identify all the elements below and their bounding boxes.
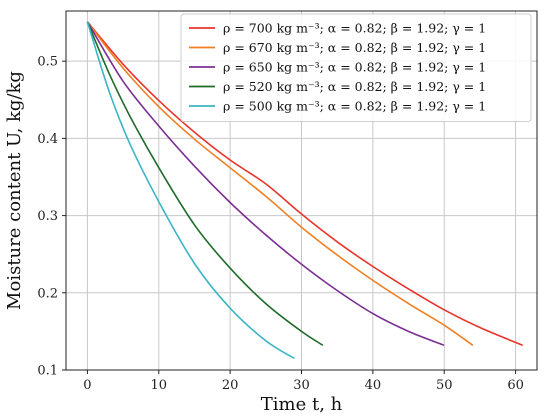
legend-label-2: ρ = 670 kg m⁻³; α = 0.82; β = 1.92; γ = … [223, 40, 486, 55]
legend-label-4: ρ = 520 kg m⁻³; α = 0.82; β = 1.92; γ = … [223, 79, 486, 94]
plot-frame [65, 10, 538, 371]
y-tick-label: 0.5 [37, 55, 58, 70]
tick-labels: 0 10 20 30 40 50 60 0.1 0.2 0.3 0.4 0.5 [37, 55, 524, 393]
legend-label-3: ρ = 650 kg m⁻³; α = 0.82; β = 1.92; γ = … [223, 60, 486, 75]
y-tick-label: 0.2 [37, 286, 58, 301]
series-layer [86, 21, 524, 360]
x-tick-label: 60 [507, 378, 524, 393]
x-tick-label: 0 [83, 378, 91, 393]
legend: ρ = 700 kg m⁻³; α = 0.82; β = 1.92; γ = … [180, 13, 532, 122]
x-tick-label: 40 [365, 378, 382, 393]
legend-label-1: ρ = 700 kg m⁻³; α = 0.82; β = 1.92; γ = … [223, 21, 486, 36]
series-line-5 [86, 21, 295, 360]
x-tick-label: 20 [222, 378, 239, 393]
legend-label-5: ρ = 500 kg m⁻³; α = 0.82; β = 1.92; γ = … [223, 99, 486, 114]
y-tick-label: 0.3 [37, 209, 58, 224]
series-line-1 [86, 21, 524, 347]
y-tick-label: 0.1 [37, 364, 58, 379]
x-tick-label: 50 [436, 378, 453, 393]
series-line-3 [86, 21, 445, 347]
series-line-4 [86, 21, 324, 346]
y-tick-label: 0.4 [37, 132, 58, 147]
series-line-2 [86, 21, 474, 346]
legend-items: ρ = 700 kg m⁻³; α = 0.82; β = 1.92; γ = … [189, 21, 486, 114]
y-axis-label: Moisture content U, kg/kg [4, 71, 25, 310]
legend-box [180, 13, 532, 122]
x-tick-label: 30 [293, 378, 310, 393]
x-axis-label: Time t, h [261, 394, 343, 415]
x-tick-label: 10 [150, 378, 167, 393]
